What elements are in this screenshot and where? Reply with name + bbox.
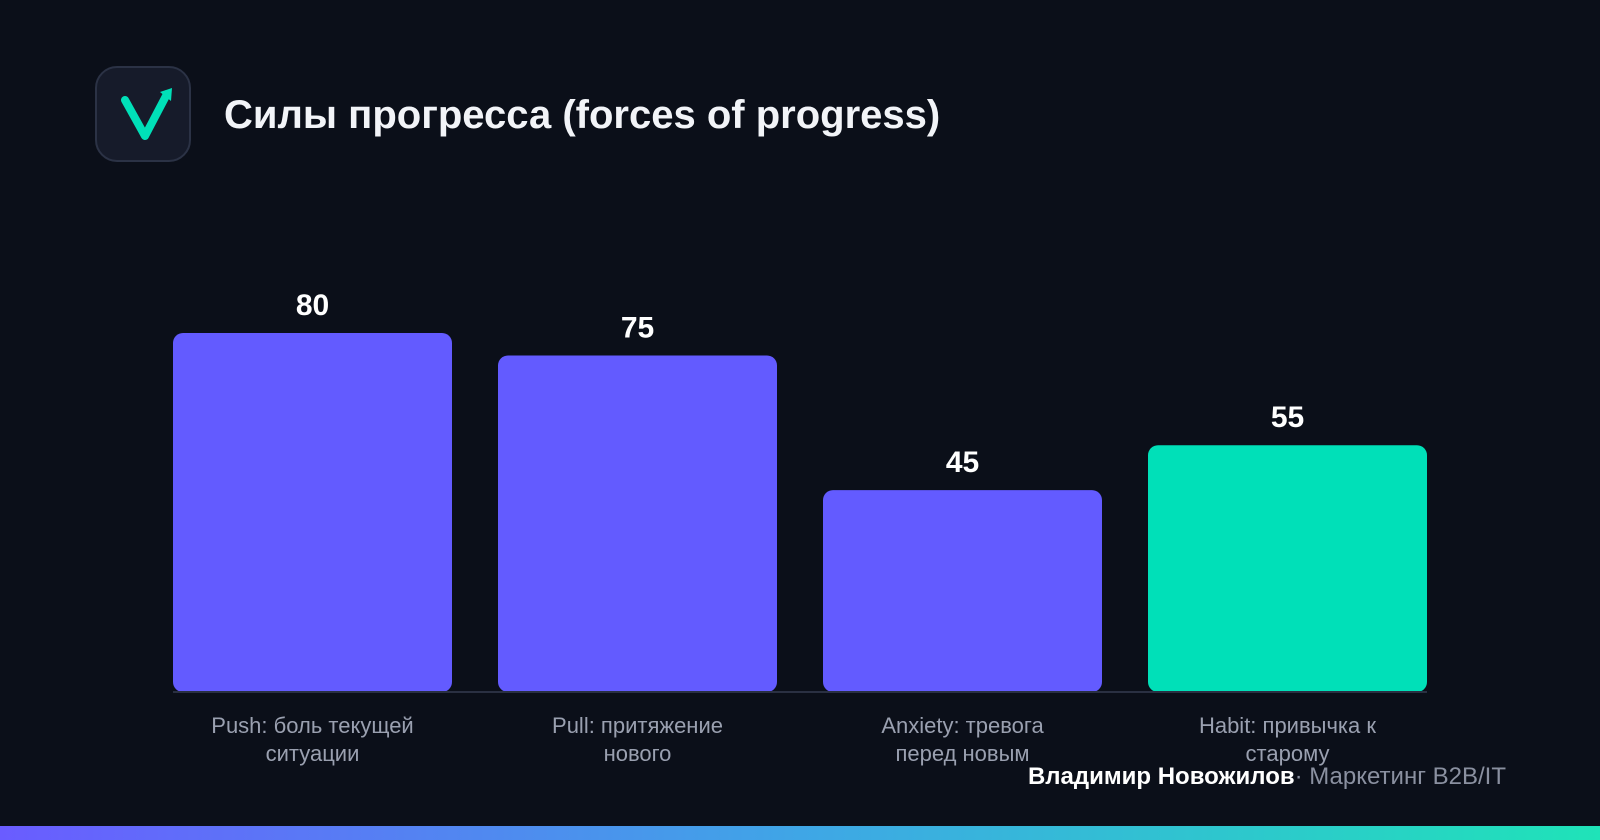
category-label-4-line-2: старому — [1246, 741, 1330, 766]
bar-1 — [173, 333, 452, 692]
logo-badge — [95, 66, 191, 162]
bar-3 — [823, 490, 1102, 692]
bar-chart: 80 Push: боль текущей ситуации 75 Pull: прит… — [173, 289, 1427, 766]
checkmark-arrow-icon — [121, 88, 172, 140]
value-label-2: 75 — [621, 311, 654, 344]
author-name: Владимир Новожилов — [1027, 763, 1295, 790]
value-label-4: 55 — [1271, 401, 1304, 434]
category-label-3-line-1: Anxiety: тревога — [881, 713, 1044, 738]
value-label-3: 45 — [946, 446, 979, 479]
page-title: Силы прогресса (forces of progress) — [224, 93, 941, 137]
bar-4 — [1148, 445, 1427, 692]
footer-separator: · — [1294, 763, 1303, 790]
bar-2 — [498, 355, 777, 692]
category-label-1-line-2: ситуации — [266, 741, 360, 766]
category-label-4-line-1: Habit: привычка к — [1199, 713, 1376, 738]
category-label-2-line-2: нового — [604, 741, 672, 766]
category-label-3-line-2: перед новым — [895, 741, 1029, 766]
gradient-bar — [0, 826, 1600, 840]
category-label-1-line-1: Push: боль текущей — [211, 713, 413, 738]
category-label-2-line-1: Pull: притяжение — [552, 713, 723, 738]
author-role: Маркетинг B2B/IT — [1309, 763, 1506, 790]
footer-credit: Владимир Новожилов· Маркетинг B2B/IT — [1028, 762, 1506, 792]
value-label-1: 80 — [296, 289, 329, 322]
